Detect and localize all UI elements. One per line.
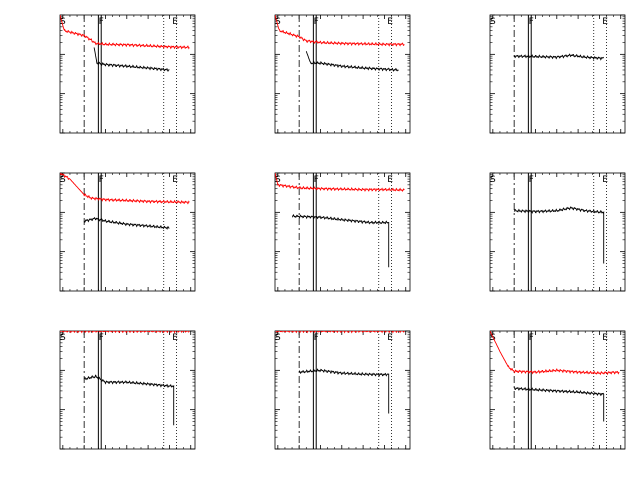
plot-frame — [489, 330, 626, 450]
marker-f: F — [314, 175, 319, 185]
marker-s: S — [275, 17, 281, 27]
marker-s: S — [275, 175, 281, 185]
marker-f: F — [99, 17, 104, 27]
series-line-events — [305, 51, 399, 72]
marker-f: F — [529, 17, 534, 27]
series-line-lld — [60, 15, 190, 50]
series-line-events — [513, 386, 605, 422]
marker-f: F — [529, 175, 534, 185]
plot-frame — [274, 14, 411, 134]
marker-s: S — [60, 17, 66, 27]
marker-e: E — [387, 175, 393, 185]
marker-s: S — [60, 175, 66, 185]
series-line-lld — [275, 15, 405, 47]
series-line-lld — [60, 173, 190, 205]
marker-e: E — [172, 17, 178, 27]
series-line-lld — [275, 173, 405, 192]
series-line-events — [513, 206, 605, 264]
marker-f: F — [529, 333, 534, 343]
series-line-lld — [275, 331, 405, 334]
plot-frame — [59, 330, 196, 450]
series-line-events — [298, 368, 390, 414]
marker-s: S — [275, 333, 281, 343]
marker-e: E — [387, 333, 393, 343]
marker-f: F — [99, 333, 104, 343]
marker-e: E — [602, 333, 608, 343]
marker-e: E — [602, 175, 608, 185]
plot-frame — [59, 14, 196, 134]
marker-f: F — [314, 333, 319, 343]
marker-s: S — [60, 333, 66, 343]
marker-e: E — [602, 17, 608, 27]
series-line-events — [93, 47, 170, 73]
marker-f: F — [99, 175, 104, 185]
marker-s: S — [490, 17, 496, 27]
marker-e: E — [387, 17, 393, 27]
plot-frame — [59, 172, 196, 292]
marker-f: F — [314, 17, 319, 27]
plot-frame — [489, 14, 626, 134]
series-line-events — [83, 374, 175, 426]
series-line-events — [513, 53, 605, 61]
series-line-lld — [60, 331, 190, 334]
plot-frame — [489, 172, 626, 292]
marker-e: E — [172, 175, 178, 185]
marker-s: S — [490, 175, 496, 185]
series-line-lld — [490, 331, 620, 376]
plot-frame — [274, 330, 411, 450]
series-line-events — [83, 216, 170, 230]
marker-e: E — [172, 333, 178, 343]
plot-frame — [274, 172, 411, 292]
series-line-events — [291, 214, 390, 268]
